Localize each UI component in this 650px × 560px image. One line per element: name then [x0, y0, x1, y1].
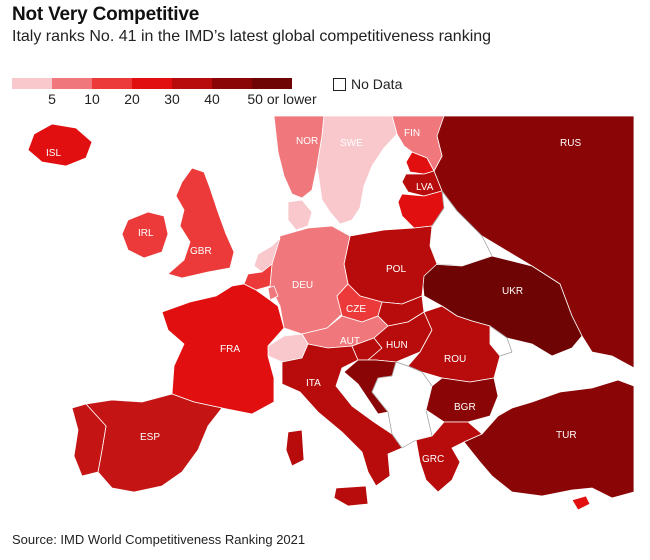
label-lva: LVA — [416, 182, 434, 193]
legend-label: 10 — [84, 91, 100, 107]
legend-label: 30 — [164, 91, 180, 107]
label-irl: IRL — [138, 228, 154, 239]
legend-labels: 5 10 20 30 40 50 or lower — [12, 89, 332, 107]
country-dnk[interactable] — [287, 199, 313, 231]
label-cze: CZE — [346, 304, 366, 315]
label-fra: FRA — [220, 344, 240, 355]
label-aut: AUT — [340, 336, 360, 347]
country-cyp[interactable] — [571, 495, 591, 511]
legend-swatch — [252, 78, 292, 89]
label-fin: FIN — [404, 128, 420, 139]
legend-label: 50 or lower — [247, 91, 317, 107]
label-isl: ISL — [46, 148, 61, 159]
legend-swatch — [212, 78, 252, 89]
country-ukr[interactable] — [421, 255, 583, 357]
no-data-label: No Data — [351, 76, 403, 92]
label-pol: POL — [386, 264, 406, 275]
legend-swatch — [52, 78, 92, 89]
label-esp: ESP — [140, 432, 160, 443]
label-ukr: UKR — [502, 286, 523, 297]
legend-label: 20 — [124, 91, 140, 107]
legend-color-bar — [12, 78, 332, 89]
no-data-swatch — [333, 77, 346, 91]
label-grc: GRC — [422, 454, 444, 465]
map-svg: ISL NOR SWE FIN RUS LVA IRL GBR DEU POL … — [12, 116, 634, 522]
label-nor: NOR — [296, 136, 318, 147]
source-note: Source: IMD World Competitiveness Rankin… — [12, 532, 306, 547]
country-balkans[interactable] — [371, 361, 433, 449]
legend-label: 40 — [204, 91, 220, 107]
country-grc[interactable] — [415, 421, 483, 493]
country-lux[interactable] — [267, 285, 279, 301]
country-swe[interactable] — [316, 116, 398, 225]
country-bgr[interactable] — [425, 377, 499, 423]
chart-subtitle: Italy ranks No. 41 in the IMD’s latest g… — [12, 28, 492, 45]
legend-label: 5 — [48, 91, 56, 107]
color-legend: 5 10 20 30 40 50 or lower — [12, 78, 332, 107]
europe-map: ISL NOR SWE FIN RUS LVA IRL GBR DEU POL … — [12, 116, 634, 522]
label-hun: HUN — [386, 340, 408, 351]
label-tur: TUR — [556, 430, 577, 441]
label-deu: DEU — [292, 280, 313, 291]
label-rou: ROU — [444, 354, 466, 365]
no-data-legend: No Data — [333, 76, 402, 92]
label-rus: RUS — [560, 138, 581, 149]
country-gbr[interactable] — [167, 167, 235, 279]
legend-swatch — [92, 78, 132, 89]
country-isl[interactable] — [27, 123, 93, 167]
country-ita-sicily[interactable] — [333, 485, 369, 507]
country-tur[interactable] — [463, 379, 634, 499]
label-bgr: BGR — [454, 402, 476, 413]
label-swe: SWE — [340, 138, 363, 149]
country-fra[interactable] — [161, 283, 285, 415]
country-prt[interactable] — [71, 403, 107, 477]
legend-swatch — [12, 78, 52, 89]
label-gbr: GBR — [190, 246, 212, 257]
country-irl[interactable] — [121, 211, 169, 259]
country-ita-sardinia[interactable] — [285, 429, 305, 467]
label-ita: ITA — [306, 378, 321, 389]
country-labels: ISL NOR SWE FIN RUS LVA IRL GBR DEU POL … — [46, 128, 581, 465]
legend-swatch — [132, 78, 172, 89]
legend-swatch — [172, 78, 212, 89]
chart-title: Not Very Competitive — [12, 4, 200, 25]
